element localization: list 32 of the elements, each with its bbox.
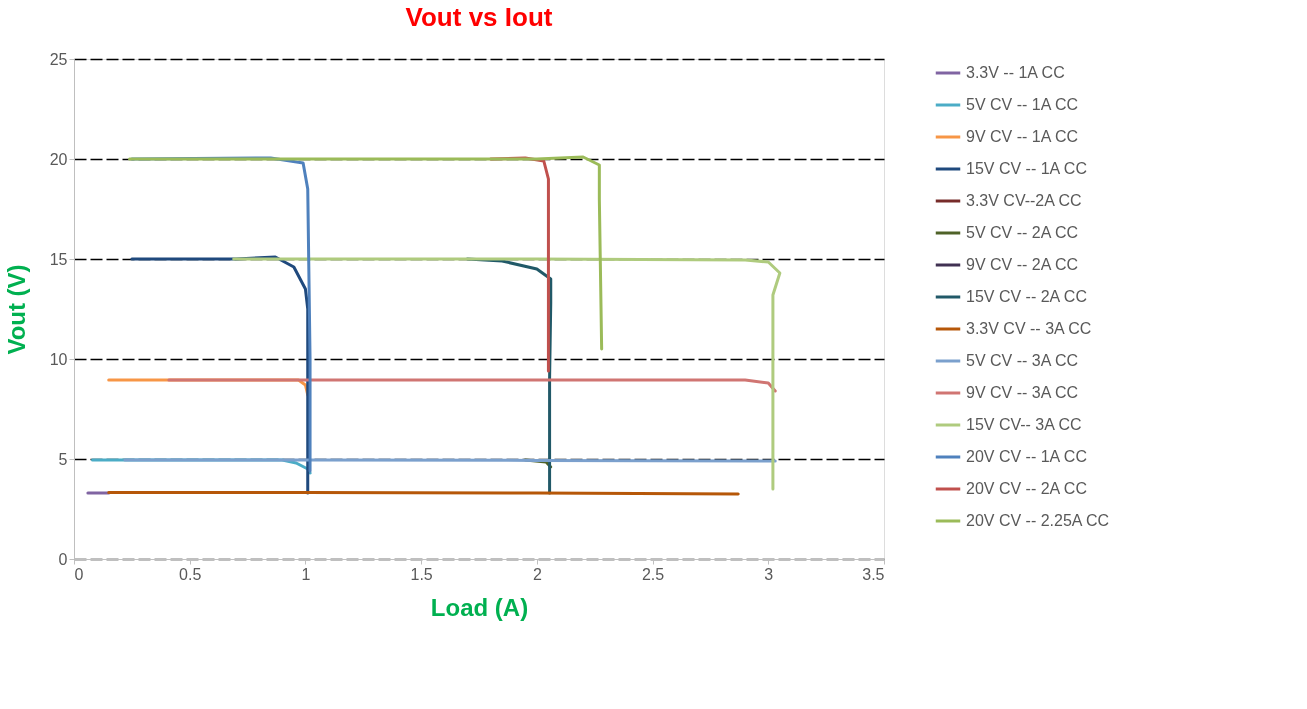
legend-label: 9V CV -- 1A CC bbox=[966, 128, 1079, 145]
x-tick-label: 0.5 bbox=[179, 565, 202, 583]
x-tick-label: 3 bbox=[764, 565, 774, 583]
legend-label: 20V CV -- 2.25A CC bbox=[966, 512, 1110, 529]
x-tick-label: 1.5 bbox=[410, 565, 433, 583]
legend-label: 3.3V CV -- 3A CC bbox=[966, 320, 1092, 337]
y-tick-label: 20 bbox=[49, 150, 68, 168]
legend-label: 20V CV -- 2A CC bbox=[966, 480, 1087, 497]
legend-label: 5V CV -- 3A CC bbox=[966, 352, 1079, 369]
legend-label: 5V CV -- 1A CC bbox=[966, 96, 1079, 113]
x-axis-title: Load (A) bbox=[430, 593, 529, 621]
legend-label: 9V CV -- 2A CC bbox=[966, 256, 1079, 273]
legend-label: 20V CV -- 1A CC bbox=[966, 448, 1087, 465]
y-axis-title: Vout (V) bbox=[2, 264, 30, 355]
y-tick-label: 15 bbox=[49, 250, 68, 268]
x-tick-label: 0 bbox=[74, 565, 84, 583]
legend-label: 3.3V -- 1A CC bbox=[966, 64, 1065, 81]
x-tick-label: 1 bbox=[301, 565, 311, 583]
legend-label: 15V CV-- 3A CC bbox=[966, 416, 1082, 433]
legend-label: 5V CV -- 2A CC bbox=[966, 224, 1079, 241]
y-tick-label: 5 bbox=[58, 450, 68, 468]
legend-label: 3.3V CV--2A CC bbox=[966, 192, 1082, 209]
y-tick-label: 10 bbox=[49, 350, 68, 368]
y-tick-label: 25 bbox=[49, 50, 68, 68]
x-tick-label: 3.5 bbox=[862, 565, 885, 583]
chart-title: Vout vs Iout bbox=[405, 2, 553, 32]
x-tick-label: 2 bbox=[532, 565, 542, 583]
legend-label: 9V CV -- 3A CC bbox=[966, 384, 1079, 401]
x-tick-label: 2.5 bbox=[641, 565, 665, 583]
legend-label: 15V CV -- 2A CC bbox=[966, 288, 1087, 305]
legend-label: 15V CV -- 1A CC bbox=[966, 160, 1087, 177]
y-tick-label: 0 bbox=[58, 550, 68, 568]
